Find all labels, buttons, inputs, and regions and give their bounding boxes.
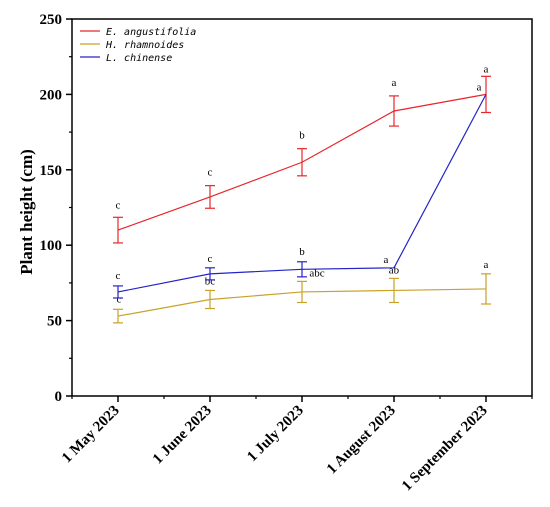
x-tick-label: 1 May 2023 — [59, 403, 123, 467]
significance-label: bc — [205, 275, 216, 287]
legend-label: H. rhamnoides — [105, 40, 184, 51]
x-tick-label: 1 July 2023 — [244, 403, 307, 466]
significance-label: c — [116, 270, 121, 282]
significance-label: a — [484, 259, 489, 271]
significance-label: a — [477, 81, 482, 93]
significance-label: abc — [309, 267, 324, 279]
y-tick-label: 50 — [47, 314, 62, 330]
y-tick-label: 0 — [55, 389, 63, 405]
legend: E. angustifolia H. rhamnoides L. chinense — [76, 22, 196, 66]
plot-frame — [71, 18, 533, 397]
significance-label: c — [208, 253, 213, 265]
significance-label: c — [117, 293, 122, 305]
x-tick-label: 1 September 2023 — [399, 403, 491, 495]
x-tick-label: 1 June 2023 — [150, 403, 215, 468]
legend-label: E. angustifolia — [106, 27, 196, 38]
significance-label: ab — [389, 264, 400, 276]
significance-label: b — [299, 246, 305, 258]
y-tick-label: 250 — [40, 12, 63, 28]
significance-label: a — [392, 77, 397, 89]
significance-label: b — [299, 130, 305, 142]
y-tick-label: 200 — [40, 87, 63, 103]
x-tick-label: 1 August 2023 — [324, 403, 399, 478]
y-axis-title: Plant height (cm) — [17, 149, 36, 275]
series-1: c bc abc ab a — [113, 259, 491, 324]
series-2: c c b a a — [113, 81, 487, 299]
significance-label: c — [116, 199, 121, 211]
legend-label: L. chinense — [106, 53, 172, 64]
y-tick-label: 150 — [40, 163, 63, 179]
y-tick-label: 100 — [40, 238, 63, 254]
significance-label: a — [384, 254, 389, 266]
significance-label: c — [208, 167, 213, 179]
axes: 0 50 100 150 200 250 1 May 2023 1 June 2023 1 Ju… — [40, 12, 533, 494]
significance-label: a — [484, 63, 489, 75]
